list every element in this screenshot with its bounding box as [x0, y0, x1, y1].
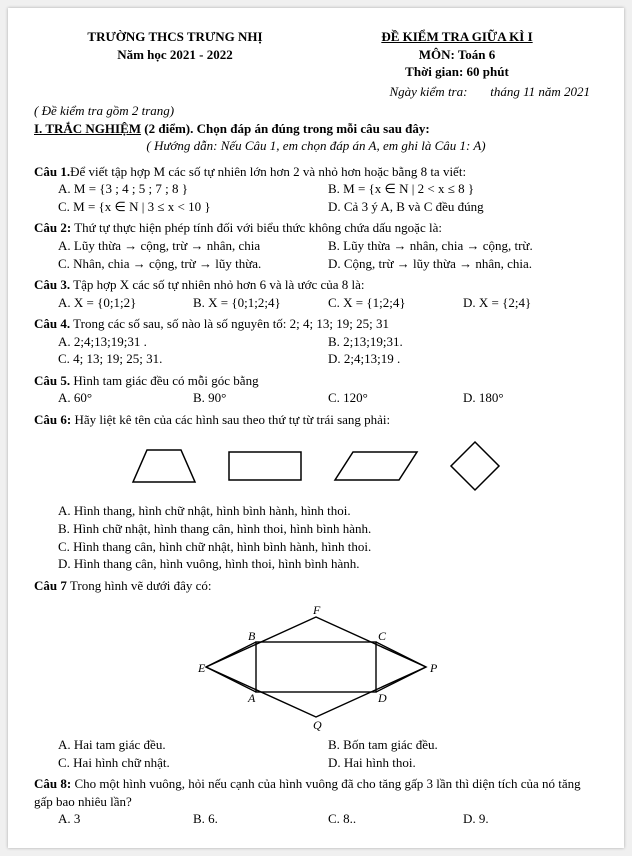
- hint-text: ( Hướng dẫn: Nếu Câu 1, em chọn đáp án A…: [146, 138, 485, 153]
- label-A: A: [247, 691, 256, 705]
- q3-text: Tập hợp X các số tự nhiên nhỏ hơn 6 và l…: [73, 277, 364, 292]
- date-label: Ngày kiểm tra:: [389, 84, 467, 99]
- q4-opt-b: B. 2;13;19;31.: [328, 333, 598, 351]
- q5-opt-b: B. 90°: [193, 389, 328, 407]
- q6-shapes: [34, 438, 598, 494]
- q1-options: A. M = {3 ; 4 ; 5 ; 7 ; 8 } B. M = {x ∈ …: [34, 180, 598, 215]
- label-E: E: [197, 661, 206, 675]
- q1-opt-b: B. M = {x ∈ N | 2 < x ≤ 8 }: [328, 180, 598, 198]
- q1-opt-a: A. M = {3 ; 4 ; 5 ; 7 ; 8 }: [58, 180, 328, 198]
- question-2: Câu 2: Thứ tự thực hiện phép tính đối vớ…: [34, 219, 598, 272]
- q1-label: Câu 1.: [34, 164, 70, 179]
- q2-opt-b: B. Lũy thừa → nhân, chia → cộng, trừ.: [328, 237, 598, 255]
- q3-opt-b: B. X = {0;1;2;4}: [193, 294, 328, 312]
- q7-diagram: E F P Q A B C D: [34, 602, 598, 732]
- q4-text: Trong các số sau, số nào là số nguyên tố…: [73, 316, 389, 331]
- q7-options: A. Hai tam giác đều. B. Bốn tam giác đều…: [34, 736, 598, 771]
- q8-options: A. 3 B. 6. C. 8.. D. 9.: [34, 810, 598, 828]
- q3-opt-a: A. X = {0;1;2}: [58, 294, 193, 312]
- q7-opt-b: B. Bốn tam giác đều.: [328, 736, 598, 754]
- header: TRƯỜNG THCS TRƯNG NHỊ Năm học 2021 - 202…: [34, 28, 598, 81]
- q3-opt-c: C. X = {1;2;4}: [328, 294, 463, 312]
- q6-options: A. Hình thang, hình chữ nhật, hình bình …: [34, 502, 598, 572]
- question-5: Câu 5. Hình tam giác đều có mỗi góc bằng…: [34, 372, 598, 407]
- q6-label: Câu 6:: [34, 412, 71, 427]
- label-B: B: [248, 629, 256, 643]
- q4-options: A. 2;4;13;19;31 . B. 2;13;19;31. C. 4; 1…: [34, 333, 598, 368]
- exam-title: ĐỀ KIỂM TRA GIỮA KÌ I: [316, 28, 598, 46]
- question-3: Câu 3. Tập hợp X các số tự nhiên nhỏ hơn…: [34, 276, 598, 311]
- exam-page: TRƯỜNG THCS TRƯNG NHỊ Năm học 2021 - 202…: [8, 8, 624, 848]
- question-7: Câu 7 Trong hình vẽ dưới đây có: E F P Q…: [34, 577, 598, 772]
- exam-date: Ngày kiểm tra: tháng 11 năm 2021: [34, 83, 598, 101]
- trapezoid-icon: [129, 446, 199, 486]
- q4-opt-d: D. 2;4;13;19 .: [328, 350, 598, 368]
- header-left: TRƯỜNG THCS TRƯNG NHỊ Năm học 2021 - 202…: [34, 28, 316, 81]
- q7-opt-a: A. Hai tam giác đều.: [58, 736, 328, 754]
- q2-opt-c: C. Nhân, chia → cộng, trừ → lũy thừa.: [58, 255, 328, 273]
- q5-opt-d: D. 180°: [463, 389, 598, 407]
- q4-label: Câu 4.: [34, 316, 70, 331]
- q6-opt-b: B. Hình chữ nhật, hình thang cân, hình t…: [58, 520, 598, 538]
- question-8: Câu 8: Cho một hình vuông, hỏi nếu cạnh …: [34, 775, 598, 828]
- q3-opt-d: D. X = {2;4}: [463, 294, 598, 312]
- question-6: Câu 6: Hãy liệt kê tên của các hình sau …: [34, 411, 598, 573]
- q8-label: Câu 8:: [34, 776, 71, 791]
- header-right: ĐỀ KIỂM TRA GIỮA KÌ I MÔN: Toán 6 Thời g…: [316, 28, 598, 81]
- q1-opt-c: C. M = {x ∈ N | 3 ≤ x < 10 }: [58, 198, 328, 216]
- q8-opt-a: A. 3: [58, 810, 193, 828]
- q7-text: Trong hình vẽ dưới đây có:: [70, 578, 212, 593]
- q7-opt-c: C. Hai hình chữ nhật.: [58, 754, 328, 772]
- q2-opt-d: D. Cộng, trừ → lũy thừa → nhân, chia.: [328, 255, 598, 273]
- section-1-title: I. TRẮC NGHIỆM: [34, 121, 141, 136]
- hexagon-diagram: E F P Q A B C D: [186, 602, 446, 732]
- q4-opt-a: A. 2;4;13;19;31 .: [58, 333, 328, 351]
- date-value: tháng 11 năm 2021: [490, 84, 590, 99]
- label-D: D: [377, 691, 387, 705]
- q2-text: Thứ tự thực hiện phép tính đối với biểu …: [74, 220, 442, 235]
- section-1-hint: ( Hướng dẫn: Nếu Câu 1, em chọn đáp án A…: [34, 137, 598, 155]
- exam-time: Thời gian: 60 phút: [316, 63, 598, 81]
- q1-text: Để viết tập hợp M các số tự nhiên lớn hơ…: [70, 164, 466, 179]
- exam-subject: MÔN: Toán 6: [316, 46, 598, 64]
- pages-note: ( Đề kiểm tra gồm 2 trang): [34, 102, 598, 120]
- q6-opt-c: C. Hình thang cân, hình chữ nhật, hình b…: [58, 538, 598, 556]
- q3-options: A. X = {0;1;2} B. X = {0;1;2;4} C. X = {…: [34, 294, 598, 312]
- q6-text: Hãy liệt kê tên của các hình sau theo th…: [74, 412, 390, 427]
- q5-opt-c: C. 120°: [328, 389, 463, 407]
- q5-options: A. 60° B. 90° C. 120° D. 180°: [34, 389, 598, 407]
- q6-opt-a: A. Hình thang, hình chữ nhật, hình bình …: [58, 502, 598, 520]
- section-1-points: (2 điểm). Chọn đáp án đúng trong mỗi câu…: [144, 121, 429, 136]
- q8-opt-d: D. 9.: [463, 810, 598, 828]
- label-C: C: [378, 629, 387, 643]
- label-F: F: [312, 603, 321, 617]
- q2-opt-a: A. Lũy thừa → cộng, trừ → nhân, chia: [58, 237, 328, 255]
- school-year: Năm học 2021 - 2022: [34, 46, 316, 64]
- school-name: TRƯỜNG THCS TRƯNG NHỊ: [34, 28, 316, 46]
- q7-opt-d: D. Hai hình thoi.: [328, 754, 598, 772]
- q6-opt-d: D. Hình thang cân, hình vuông, hình thoi…: [58, 555, 598, 573]
- q8-opt-c: C. 8..: [328, 810, 463, 828]
- section-1-heading: I. TRẮC NGHIỆM (2 điểm). Chọn đáp án đún…: [34, 120, 598, 138]
- question-4: Câu 4. Trong các số sau, số nào là số ng…: [34, 315, 598, 368]
- q8-opt-b: B. 6.: [193, 810, 328, 828]
- q5-text: Hình tam giác đều có mỗi góc bằng: [73, 373, 258, 388]
- question-1: Câu 1.Để viết tập hợp M các số tự nhiên …: [34, 163, 598, 216]
- label-Q: Q: [313, 718, 322, 732]
- parallelogram-icon: [331, 446, 421, 486]
- q2-options: A. Lũy thừa → cộng, trừ → nhân, chia B. …: [34, 237, 598, 272]
- rhombus-icon: [447, 438, 503, 494]
- q4-opt-c: C. 4; 13; 19; 25; 31.: [58, 350, 328, 368]
- q5-label: Câu 5.: [34, 373, 70, 388]
- label-P: P: [429, 661, 438, 675]
- q3-label: Câu 3.: [34, 277, 70, 292]
- rectangle-icon: [225, 446, 305, 486]
- q5-opt-a: A. 60°: [58, 389, 193, 407]
- q8-text: Cho một hình vuông, hỏi nếu cạnh của hìn…: [34, 776, 581, 809]
- q7-label: Câu 7: [34, 578, 67, 593]
- q2-label: Câu 2:: [34, 220, 71, 235]
- q1-opt-d: D. Cả 3 ý A, B và C đều đúng: [328, 198, 598, 216]
